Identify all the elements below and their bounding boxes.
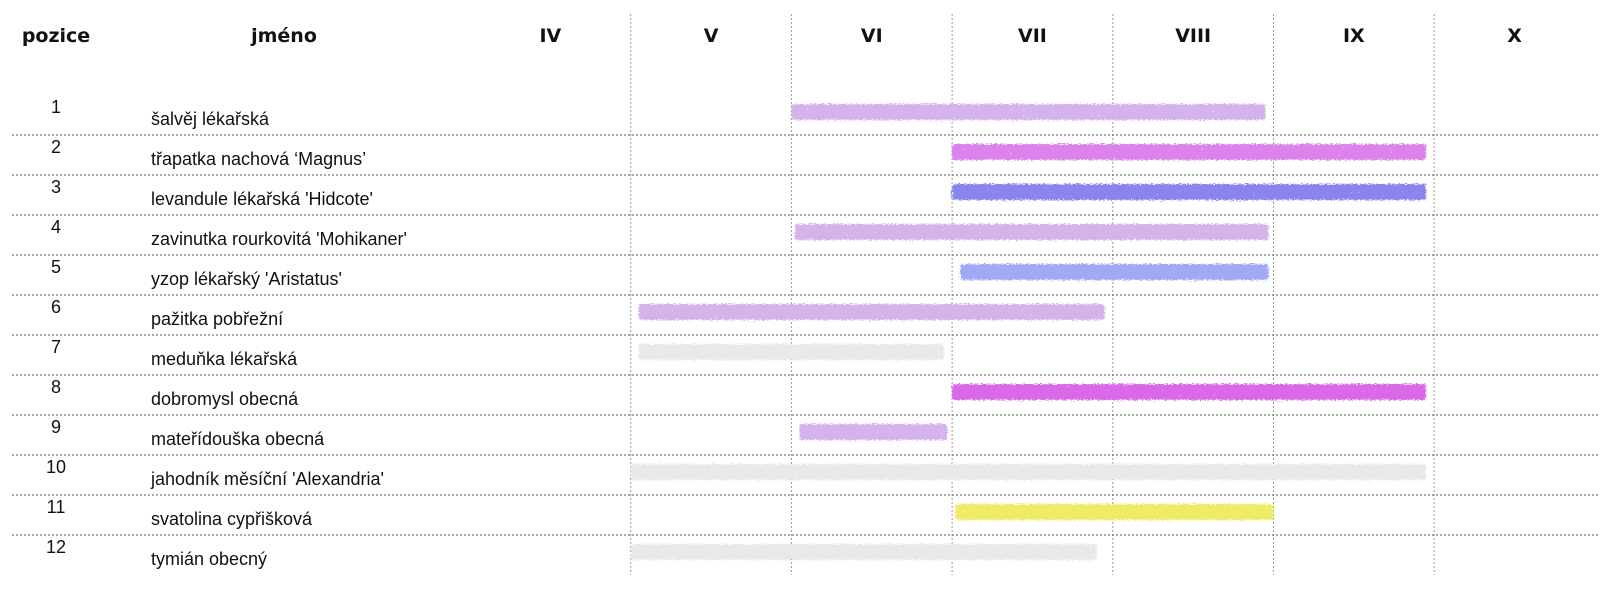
rows: 1 šalvěj lékařská 2 třapatka nachová ‘Magnu… — [46, 97, 407, 569]
table-row: 9 mateřídouška obecná — [51, 417, 325, 449]
bloom-bar — [638, 344, 945, 360]
bloom-bar — [952, 184, 1427, 200]
month-label-x: X — [1507, 25, 1522, 47]
month-label-v: V — [704, 25, 719, 47]
row-name: mateřídouška obecná — [151, 429, 325, 449]
table-row: 6 pažitka pobřežní — [51, 297, 283, 329]
row-name: jahodník měsíční 'Alexandria' — [150, 469, 384, 489]
row-name: tymián obecný — [151, 549, 267, 569]
row-position: 11 — [47, 497, 66, 517]
grid — [12, 14, 1600, 575]
row-position: 2 — [51, 137, 61, 157]
row-name: zavinutka rourkovitá 'Mohikaner' — [151, 229, 407, 249]
row-name: šalvěj lékařská — [151, 109, 270, 129]
row-name: dobromysl obecná — [151, 389, 299, 409]
month-label-ix: IX — [1343, 25, 1365, 47]
month-label-vii: VII — [1018, 25, 1047, 47]
bloom-bar — [955, 504, 1274, 520]
bloom-bar — [630, 464, 1427, 480]
row-position: 3 — [51, 177, 61, 197]
table-row: 5 yzop lékařský 'Aristatus' — [51, 257, 342, 289]
row-position: 7 — [51, 337, 61, 357]
row-name: levandule lékařská 'Hidcote' — [151, 189, 373, 209]
table-row: 7 meduňka lékařská — [51, 337, 298, 369]
row-position: 10 — [46, 457, 66, 477]
bloom-bar — [952, 384, 1427, 400]
bloom-bar — [630, 544, 1097, 560]
bloom-bar — [799, 424, 948, 440]
bars — [630, 104, 1427, 560]
table-row: 10 jahodník měsíční 'Alexandria' — [46, 457, 384, 489]
table-row: 2 třapatka nachová ‘Magnus’ — [51, 137, 366, 169]
row-position: 12 — [46, 537, 66, 557]
table-row: 3 levandule lékařská 'Hidcote' — [51, 177, 373, 209]
row-name: třapatka nachová ‘Magnus’ — [151, 149, 366, 169]
month-label-vi: VI — [861, 25, 883, 47]
bloom-bar — [791, 104, 1266, 120]
row-name: meduňka lékařská — [151, 349, 298, 369]
row-name: pažitka pobřežní — [151, 309, 283, 329]
header-name: jméno — [250, 25, 317, 47]
bloom-bar — [638, 304, 1105, 320]
row-name: yzop lékařský 'Aristatus' — [151, 269, 342, 289]
month-headers: IV V VI VII VIII IX X — [539, 25, 1522, 47]
row-position: 8 — [51, 377, 61, 397]
table-row: 8 dobromysl obecná — [51, 377, 299, 409]
row-position: 1 — [51, 97, 61, 117]
row-position: 6 — [51, 297, 61, 317]
table-row: 12 tymián obecný — [46, 537, 267, 569]
table-row: 11 svatolina cypřišková — [47, 497, 313, 529]
bloom-bar — [960, 264, 1269, 280]
table-row: 4 zavinutka rourkovitá 'Mohikaner' — [51, 217, 407, 249]
row-name: svatolina cypřišková — [151, 509, 313, 529]
row-position: 4 — [51, 217, 61, 237]
table-row: 1 šalvěj lékařská — [51, 97, 270, 129]
bloom-bar — [794, 224, 1269, 240]
row-position: 5 — [51, 257, 61, 277]
header-position: pozice — [22, 25, 90, 47]
row-position: 9 — [51, 417, 61, 437]
bloom-bar — [952, 144, 1427, 160]
month-label-viii: VIII — [1175, 25, 1211, 47]
month-label-iv: IV — [539, 25, 561, 47]
